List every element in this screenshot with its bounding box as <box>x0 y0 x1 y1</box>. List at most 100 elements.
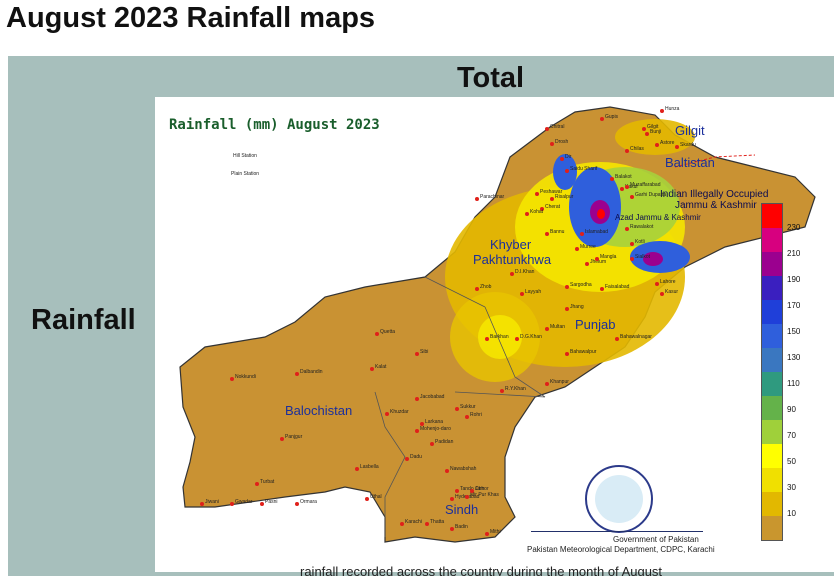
colorbar-tick-label: 210 <box>787 249 801 258</box>
station-label: Jhang <box>570 304 584 310</box>
station-marker <box>385 412 389 416</box>
station-marker <box>230 377 234 381</box>
station-label: Badin <box>455 524 468 530</box>
station-label: Gilgit <box>647 124 659 130</box>
station-marker <box>445 469 449 473</box>
station-label: Khanpur <box>550 379 569 385</box>
station-label: Lasbella <box>360 464 379 470</box>
station-label: Garhi Dupatta <box>635 192 667 198</box>
station-marker <box>450 497 454 501</box>
station-marker <box>500 389 504 393</box>
province-kp-line2: Pakhtunkhwa <box>473 252 552 267</box>
station-marker <box>400 522 404 526</box>
station-label: Panjgur <box>285 434 303 440</box>
station-label: Bannu <box>550 229 565 235</box>
station-marker <box>515 337 519 341</box>
province-gilgit: Gilgit <box>675 123 705 138</box>
station-marker <box>255 482 259 486</box>
station-label: Rohri <box>470 412 482 418</box>
station-label: Jiwani <box>205 499 219 505</box>
colorbar-tick-label: 90 <box>787 405 796 414</box>
station-label: Mangla <box>600 254 617 260</box>
station-label: Karachi <box>405 519 422 525</box>
legend-hill-station: Hill Station <box>233 153 257 159</box>
colorbar-segment <box>762 300 782 324</box>
station-label: D.I.Khan <box>515 269 535 275</box>
station-marker <box>545 232 549 236</box>
station-marker <box>450 527 454 531</box>
station-label: Balakot <box>615 174 632 180</box>
legend-plain-station: Plain Station <box>231 171 260 177</box>
station-marker <box>525 212 529 216</box>
region-kashmir-line2: Jammu & Kashmir <box>675 200 757 211</box>
station-label: Murree <box>580 244 596 250</box>
station-marker <box>655 282 659 286</box>
station-marker <box>675 145 679 149</box>
station-marker <box>405 457 409 461</box>
station-label: Kotli <box>635 239 645 245</box>
province-kp-line1: Khyber <box>490 237 532 252</box>
colorbar-segment <box>762 252 782 276</box>
station-marker <box>475 197 479 201</box>
station-marker <box>485 337 489 341</box>
station-label: Khuzdar <box>390 409 409 415</box>
station-label: Cherat <box>545 204 561 210</box>
pmd-logo <box>585 465 653 533</box>
station-marker <box>615 337 619 341</box>
station-marker <box>630 195 634 199</box>
province-sindh: Sindh <box>445 502 479 517</box>
station-marker <box>585 262 589 266</box>
station-label: Rawalakot <box>630 224 654 230</box>
station-marker <box>630 257 634 261</box>
footer-department: Pakistan Meteorological Department, CDPC… <box>527 545 715 554</box>
station-label: Kohat <box>530 209 544 215</box>
colorbar-segment <box>762 420 782 444</box>
station-marker <box>375 332 379 336</box>
colorbar-segment <box>762 276 782 300</box>
station-marker <box>630 242 634 246</box>
station-marker <box>575 247 579 251</box>
station-label: Kakul <box>625 184 638 190</box>
station-label: Sialkot <box>635 254 651 260</box>
station-marker <box>200 502 204 506</box>
station-marker <box>230 502 234 506</box>
colorbar-tick-label: 50 <box>787 457 796 466</box>
station-label: Mir Pur Khas <box>470 492 499 498</box>
station-marker <box>580 232 584 236</box>
station-marker <box>465 495 469 499</box>
rain-zone-red-1 <box>597 209 605 219</box>
colorbar-tick-label: 130 <box>787 353 801 362</box>
station-label: Dir <box>565 154 572 160</box>
station-label: Risalpur <box>555 194 574 200</box>
station-marker <box>565 285 569 289</box>
station-marker <box>642 127 646 131</box>
station-marker <box>550 197 554 201</box>
station-marker <box>475 287 479 291</box>
region-kashmir-line1: Indian Illegally Occupied <box>660 189 769 200</box>
station-marker <box>465 415 469 419</box>
station-label: Turbat <box>260 479 275 485</box>
map-canvas <box>179 106 816 543</box>
station-label: Hunza <box>665 106 680 112</box>
province-baltistan: Baltistan <box>665 155 715 170</box>
station-marker <box>415 397 419 401</box>
station-label: Mithi <box>490 529 501 535</box>
station-label: Drosh <box>555 139 569 145</box>
bottom-text-fragment: rainfall recorded across the country dur… <box>300 564 663 576</box>
station-label: Sukkur <box>460 404 476 410</box>
station-marker <box>295 502 299 506</box>
colorbar-segment <box>762 348 782 372</box>
station-label: Chilas <box>630 146 644 152</box>
colorbar-segment <box>762 444 782 468</box>
province-balochistan: Balochistan <box>285 403 353 418</box>
station-label: Astore <box>660 140 675 146</box>
station-label: Saidu Sharif <box>570 166 598 172</box>
station-marker <box>545 127 549 131</box>
station-marker <box>565 307 569 311</box>
station-marker <box>510 272 514 276</box>
province-punjab: Punjab <box>575 317 616 332</box>
station-marker <box>610 177 614 181</box>
station-marker <box>415 352 419 356</box>
station-label: Kalat <box>375 364 387 370</box>
station-label: Ormara <box>300 499 317 505</box>
